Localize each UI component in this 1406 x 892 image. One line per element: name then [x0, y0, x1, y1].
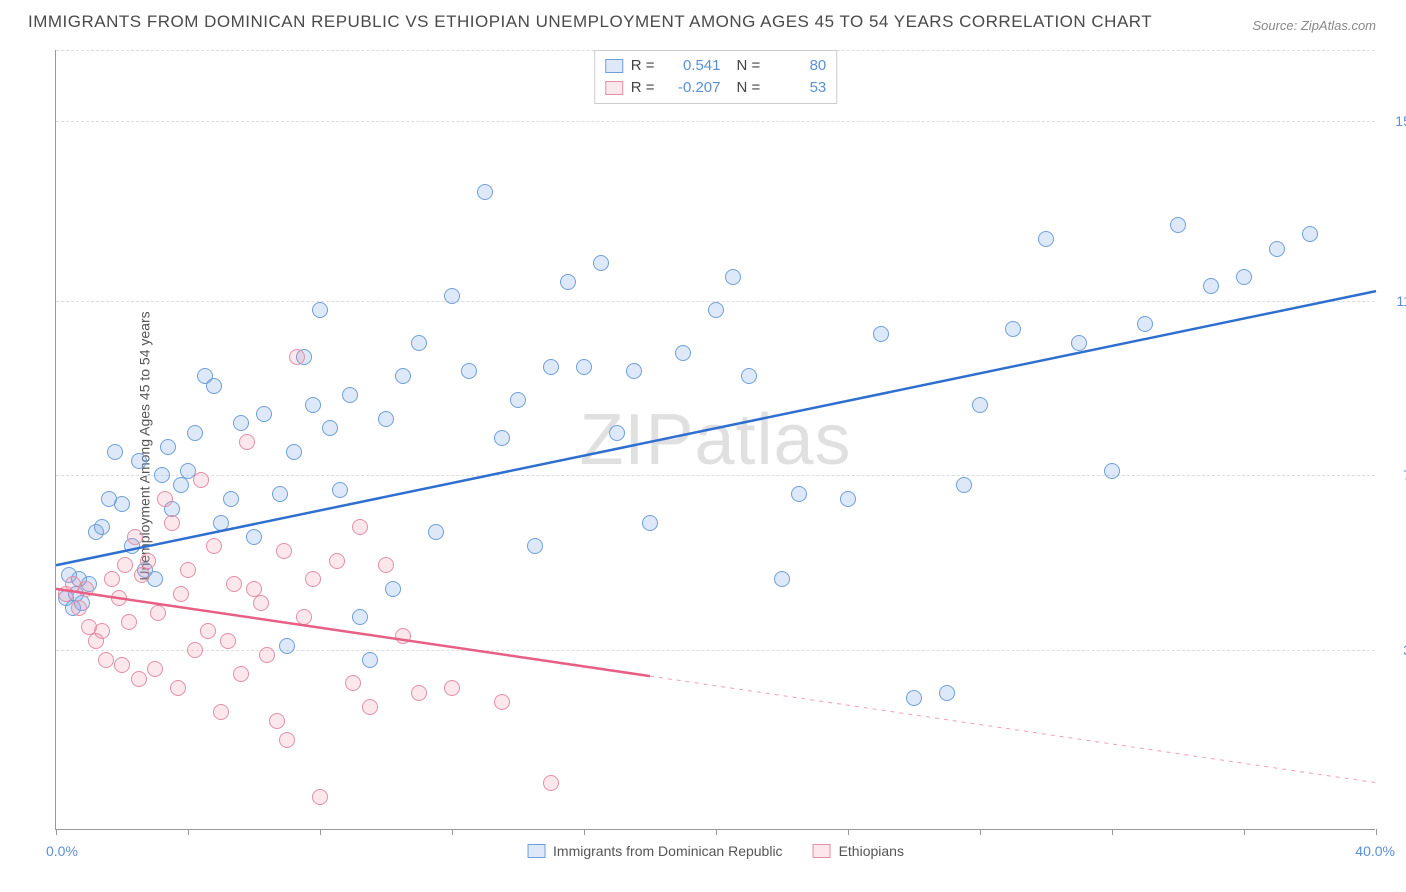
series-legend-item-0: Immigrants from Dominican Republic	[527, 843, 783, 859]
series-name-1: Ethiopians	[839, 843, 904, 859]
legend-r-value-0: 0.541	[665, 55, 721, 77]
legend-n-label: N =	[737, 55, 761, 77]
y-tick-label: 11.2%	[1396, 293, 1406, 309]
x-axis-max-label: 40.0%	[1355, 843, 1395, 859]
trend-lines-svg	[56, 50, 1376, 830]
series-name-0: Immigrants from Dominican Republic	[553, 843, 783, 859]
legend-n-value-1: 53	[770, 77, 826, 99]
series-legend: Immigrants from Dominican Republic Ethio…	[527, 843, 904, 859]
legend-n-value-0: 80	[770, 55, 826, 77]
x-axis-min-label: 0.0%	[46, 843, 78, 859]
legend-swatch-0	[605, 59, 623, 73]
series-swatch-1	[813, 844, 831, 858]
legend-r-value-1: -0.207	[665, 77, 721, 99]
trend-line-solid	[56, 589, 650, 676]
x-tick	[1376, 829, 1377, 835]
legend-row-series-1: R = -0.207 N = 53	[605, 77, 827, 99]
source-credit: Source: ZipAtlas.com	[1252, 18, 1376, 33]
correlation-legend-box: R = 0.541 N = 80 R = -0.207 N = 53	[594, 50, 838, 104]
chart-title: IMMIGRANTS FROM DOMINICAN REPUBLIC VS ET…	[28, 12, 1152, 32]
legend-swatch-1	[605, 81, 623, 95]
chart-container: IMMIGRANTS FROM DOMINICAN REPUBLIC VS ET…	[0, 0, 1406, 892]
legend-r-label: R =	[631, 77, 655, 99]
plot-area: ZIPatlas R = 0.541 N = 80 R = -0.207 N =…	[55, 50, 1375, 830]
legend-row-series-0: R = 0.541 N = 80	[605, 55, 827, 77]
trend-line-solid	[56, 291, 1376, 565]
series-legend-item-1: Ethiopians	[813, 843, 904, 859]
legend-r-label: R =	[631, 55, 655, 77]
legend-n-label: N =	[737, 77, 761, 99]
trend-line-dashed	[650, 676, 1376, 783]
series-swatch-0	[527, 844, 545, 858]
y-tick-label: 15.0%	[1395, 113, 1406, 129]
